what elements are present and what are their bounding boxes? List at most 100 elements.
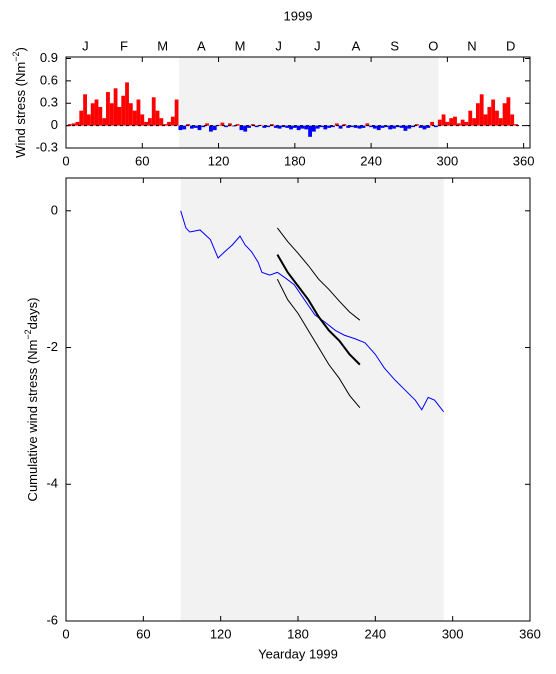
month-label: M xyxy=(235,38,246,53)
bar xyxy=(483,114,488,126)
bar xyxy=(292,125,297,128)
bar xyxy=(468,110,473,126)
bar xyxy=(479,94,484,126)
x-tick-label: 360 xyxy=(513,153,535,168)
month-label: N xyxy=(467,38,476,53)
bar xyxy=(403,125,408,131)
bar xyxy=(369,125,374,128)
label-text: ) xyxy=(13,47,28,51)
bar xyxy=(319,125,324,128)
bar xyxy=(235,124,240,126)
bar xyxy=(445,121,450,126)
bar xyxy=(262,125,267,128)
bar xyxy=(327,125,332,128)
bar xyxy=(182,125,187,130)
bar xyxy=(353,125,358,128)
y-tick-label: -4 xyxy=(46,476,58,491)
bar xyxy=(407,125,412,129)
bar xyxy=(71,123,76,126)
bar xyxy=(315,125,320,129)
y-tick-label: -6 xyxy=(46,612,58,627)
bar xyxy=(300,125,305,129)
bar xyxy=(289,125,293,130)
x-axis-label: Yearday 1999 xyxy=(258,646,338,661)
y-tick-label: 0 xyxy=(51,202,58,217)
bar xyxy=(163,124,168,126)
bar xyxy=(361,125,366,128)
y-tick-label: 0.6 xyxy=(40,72,58,87)
month-label: J xyxy=(275,38,282,53)
bar xyxy=(296,125,301,131)
month-label: O xyxy=(428,38,438,53)
bar xyxy=(220,122,225,126)
bar xyxy=(498,118,503,126)
bar xyxy=(323,125,328,130)
bar xyxy=(277,125,282,129)
bar xyxy=(430,121,435,126)
bar xyxy=(113,88,118,126)
x-tick-label: 60 xyxy=(136,626,150,641)
bar xyxy=(460,119,465,126)
bar xyxy=(186,124,190,126)
bar xyxy=(342,124,347,126)
bar xyxy=(178,125,183,131)
bar xyxy=(350,125,354,128)
bar xyxy=(426,125,431,128)
bar xyxy=(422,125,427,130)
bar xyxy=(147,118,152,126)
bar xyxy=(228,123,232,126)
bar xyxy=(399,125,404,128)
bar xyxy=(437,119,442,126)
month-label: F xyxy=(120,38,128,53)
bar xyxy=(98,106,103,126)
bar xyxy=(106,92,110,126)
plot-frame xyxy=(65,177,531,622)
bar xyxy=(495,110,499,126)
bar xyxy=(334,123,339,126)
bar xyxy=(167,121,171,126)
bar xyxy=(411,125,415,128)
bar xyxy=(86,114,91,126)
x-tick-label: 0 xyxy=(62,153,69,168)
bar xyxy=(212,125,217,131)
bar xyxy=(395,125,400,128)
bar xyxy=(365,123,370,126)
bar xyxy=(266,125,271,128)
bar xyxy=(357,125,362,129)
x-tick-label: 240 xyxy=(360,153,382,168)
bar xyxy=(449,118,454,126)
x-tick-label: 120 xyxy=(208,153,230,168)
bar xyxy=(453,116,457,126)
bar xyxy=(464,121,469,126)
label-sup: −2 xyxy=(23,329,33,339)
bar xyxy=(231,125,236,127)
bar xyxy=(117,106,122,126)
bar xyxy=(193,125,198,128)
x-tick-label: 300 xyxy=(442,626,464,641)
bar xyxy=(67,124,72,126)
bar xyxy=(136,99,141,126)
bar xyxy=(475,103,480,126)
bar xyxy=(311,125,316,132)
month-label: A xyxy=(352,38,361,53)
bar xyxy=(247,125,251,128)
bar xyxy=(109,103,114,126)
month-label: J xyxy=(82,38,89,53)
label-text: Wind stress (Nm xyxy=(13,62,28,158)
month-label: D xyxy=(506,38,515,53)
bar xyxy=(384,125,389,128)
bar xyxy=(441,114,446,126)
bar xyxy=(308,125,312,137)
series-line xyxy=(180,210,445,413)
bar xyxy=(125,82,129,126)
bar xyxy=(140,114,145,126)
bar xyxy=(205,123,210,126)
bar xyxy=(373,125,377,129)
bar xyxy=(270,124,274,126)
bar xyxy=(414,124,419,126)
bar xyxy=(243,125,248,132)
bar xyxy=(189,125,194,129)
bar xyxy=(174,99,179,126)
x-tick-label: 300 xyxy=(437,153,459,168)
